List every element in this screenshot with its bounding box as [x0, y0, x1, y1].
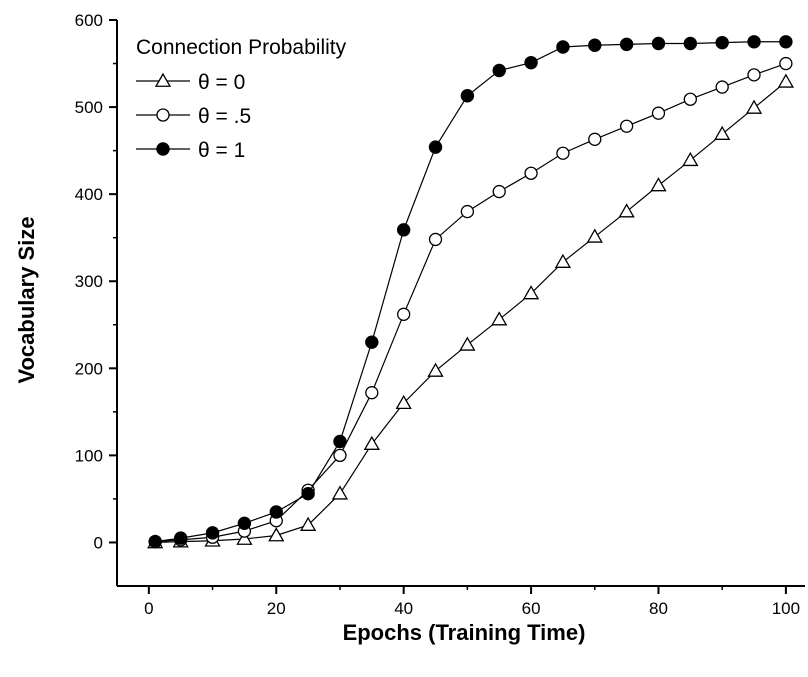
data-point — [492, 184, 506, 199]
data-point — [365, 386, 379, 400]
data-point — [556, 40, 570, 54]
series-line — [155, 62, 787, 543]
data-point — [524, 55, 538, 70]
data-point — [236, 530, 253, 545]
data-point — [554, 253, 572, 268]
data-point — [650, 177, 667, 192]
series-layer — [147, 35, 795, 549]
data-point — [683, 36, 698, 51]
x-tick-label: 20 — [267, 599, 286, 618]
legend-label: θ = .5 — [198, 105, 251, 128]
y-tick-label: 600 — [75, 11, 103, 30]
data-point — [268, 527, 285, 542]
x-axis-title: Epochs (Training Time) — [343, 620, 586, 645]
data-point — [588, 132, 602, 146]
data-point — [459, 336, 476, 351]
data-point — [651, 106, 666, 120]
data-point — [427, 362, 444, 377]
series-1 — [148, 56, 793, 549]
data-point — [586, 228, 603, 243]
data-point — [683, 92, 697, 106]
data-point — [333, 434, 347, 449]
data-point — [269, 505, 283, 519]
legend-entry: θ = 0 — [136, 71, 245, 94]
data-point — [148, 534, 162, 549]
y-tick-label: 100 — [75, 446, 103, 465]
data-point — [779, 56, 793, 71]
data-point — [363, 435, 380, 450]
data-point — [333, 448, 347, 463]
data-point — [682, 151, 699, 167]
data-point — [747, 35, 761, 49]
legend: Connection Probability θ = 0 θ = .5 θ = 1 — [136, 36, 347, 162]
data-point — [460, 89, 475, 103]
data-point — [714, 125, 731, 140]
data-point — [618, 203, 635, 218]
data-point — [492, 63, 506, 78]
data-point — [396, 223, 411, 237]
data-point — [331, 485, 349, 500]
y-tick-label: 200 — [75, 359, 103, 378]
y-tick-label: 400 — [75, 185, 103, 204]
data-point — [301, 486, 315, 501]
legend-label: θ = 0 — [198, 71, 245, 94]
data-point — [524, 166, 538, 180]
x-tick-label: 100 — [772, 599, 800, 618]
y-axis-title: Vocabulary Size — [14, 216, 39, 383]
data-point — [299, 516, 317, 531]
data-point — [777, 73, 795, 88]
x-tick-label: 60 — [522, 599, 541, 618]
series-2 — [148, 35, 793, 549]
data-point — [747, 68, 761, 82]
legend-marker — [156, 108, 170, 122]
data-point — [174, 531, 188, 545]
data-point — [397, 307, 411, 321]
x-tick-label: 40 — [394, 599, 413, 618]
data-point — [395, 394, 412, 410]
data-point — [715, 80, 729, 94]
data-point — [619, 119, 634, 133]
data-point — [522, 285, 540, 300]
data-point — [365, 335, 379, 349]
y-tick-label: 500 — [75, 98, 103, 117]
legend-marker — [156, 142, 170, 156]
x-tick-label: 80 — [649, 599, 668, 618]
data-point — [428, 140, 443, 154]
axes: 0 20 40 60 80 100 0 100 200 300 400 500 600 — [75, 11, 805, 618]
data-point — [428, 232, 443, 247]
legend-entry: θ = 1 — [136, 139, 245, 162]
data-point — [588, 38, 602, 52]
data-point — [460, 204, 475, 219]
y-tick-label: 0 — [94, 533, 103, 552]
legend-title: Connection Probability — [136, 36, 347, 59]
series-line — [155, 81, 787, 544]
data-point — [779, 35, 793, 49]
data-point — [651, 36, 666, 51]
data-point — [205, 526, 220, 540]
legend-marker — [154, 72, 172, 87]
data-point — [237, 516, 252, 531]
data-point — [556, 146, 570, 160]
data-point — [619, 37, 634, 52]
data-point — [491, 311, 508, 326]
y-tick-label: 300 — [75, 272, 103, 291]
legend-label: θ = 1 — [198, 139, 245, 162]
data-point — [745, 99, 763, 114]
data-point — [715, 35, 729, 50]
x-tick-label: 0 — [144, 599, 153, 618]
legend-entry: θ = .5 — [136, 105, 251, 128]
